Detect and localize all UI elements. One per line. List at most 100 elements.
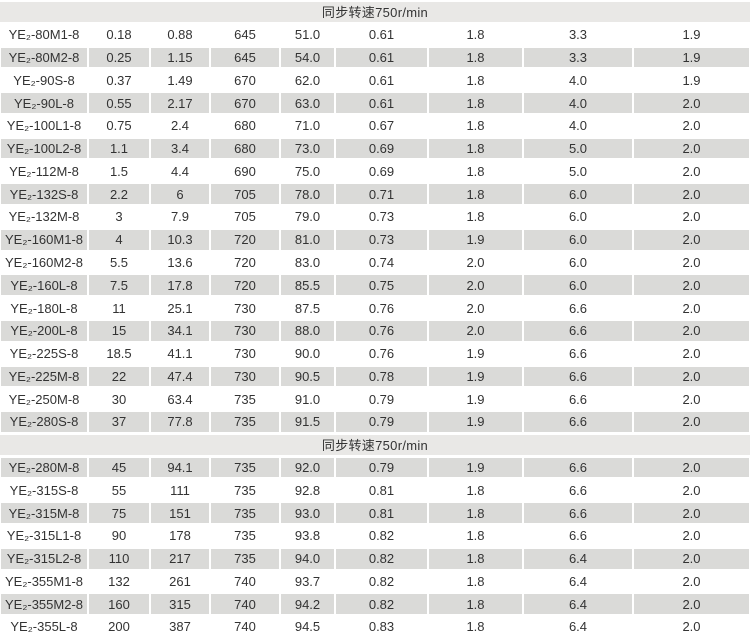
section-header-label: 同步转速750r/min xyxy=(0,432,750,456)
table-row: YE₂-200L-8 15 34.1 730 88.0 0.76 2.0 6.6 2.0 xyxy=(0,318,750,342)
value-cell: 4 xyxy=(88,227,150,251)
value-cell: 2.0 xyxy=(633,113,750,137)
value-cell: 3.4 xyxy=(150,136,210,160)
value-cell: 93.8 xyxy=(280,523,335,547)
value-cell: 690 xyxy=(210,159,280,183)
value-cell: 6.0 xyxy=(523,250,633,274)
value-cell: 0.88 xyxy=(150,22,210,46)
value-cell: 1.8 xyxy=(428,501,523,524)
table-row: YE₂-90S-8 0.37 1.49 670 62.0 0.61 1.8 4.0 1.9 xyxy=(0,68,750,92)
value-cell: 15 xyxy=(88,318,150,342)
value-cell: 680 xyxy=(210,113,280,137)
value-cell: 0.75 xyxy=(88,113,150,137)
table-row: YE₂-132S-8 2.2 6 705 78.0 0.71 1.8 6.0 2.0 xyxy=(0,182,750,206)
value-cell: 2.0 xyxy=(633,592,750,616)
value-cell: 2.0 xyxy=(633,387,750,411)
value-cell: 132 xyxy=(88,569,150,593)
value-cell: 6.6 xyxy=(523,455,633,479)
model-cell: YE₂-132S-8 xyxy=(0,182,88,206)
value-cell: 0.69 xyxy=(335,159,428,183)
value-cell: 1.8 xyxy=(428,113,523,137)
table-row: YE₂-355L-8 200 387 740 94.5 0.83 1.8 6.4 2.0 xyxy=(0,615,750,638)
model-cell: YE₂-315L2-8 xyxy=(0,546,88,570)
value-cell: 0.55 xyxy=(88,91,150,114)
table-row: YE₂-315L1-8 90 178 735 93.8 0.82 1.8 6.6 2.0 xyxy=(0,523,750,547)
value-cell: 1.8 xyxy=(428,205,523,228)
value-cell: 0.82 xyxy=(335,592,428,616)
value-cell: 0.61 xyxy=(335,45,428,69)
value-cell: 0.82 xyxy=(335,523,428,547)
value-cell: 6.6 xyxy=(523,318,633,342)
table-row: YE₂-315M-8 75 151 735 93.0 0.81 1.8 6.6 2.0 xyxy=(0,501,750,524)
value-cell: 73.0 xyxy=(280,136,335,160)
table-row: YE₂-280M-8 45 94.1 735 92.0 0.79 1.9 6.6 2.0 xyxy=(0,455,750,479)
section-header: 同步转速750r/min xyxy=(0,0,750,23)
value-cell: 34.1 xyxy=(150,318,210,342)
value-cell: 4.4 xyxy=(150,159,210,183)
model-cell: YE₂-180L-8 xyxy=(0,296,88,319)
value-cell: 735 xyxy=(210,501,280,524)
value-cell: 6.0 xyxy=(523,273,633,297)
value-cell: 11 xyxy=(88,296,150,319)
value-cell: 111 xyxy=(150,478,210,502)
value-cell: 1.15 xyxy=(150,45,210,69)
value-cell: 6.4 xyxy=(523,546,633,570)
value-cell: 2.0 xyxy=(633,296,750,319)
value-cell: 0.73 xyxy=(335,227,428,251)
value-cell: 41.1 xyxy=(150,341,210,365)
value-cell: 6.4 xyxy=(523,569,633,593)
table-row: YE₂-90L-8 0.55 2.17 670 63.0 0.61 1.8 4.0 2.0 xyxy=(0,91,750,114)
value-cell: 4.0 xyxy=(523,113,633,137)
value-cell: 217 xyxy=(150,546,210,570)
model-cell: YE₂-100L2-8 xyxy=(0,136,88,160)
value-cell: 13.6 xyxy=(150,250,210,274)
model-cell: YE₂-100L1-8 xyxy=(0,113,88,137)
value-cell: 0.25 xyxy=(88,45,150,69)
value-cell: 2.0 xyxy=(633,410,750,433)
value-cell: 81.0 xyxy=(280,227,335,251)
value-cell: 2.0 xyxy=(428,296,523,319)
value-cell: 25.1 xyxy=(150,296,210,319)
value-cell: 93.0 xyxy=(280,501,335,524)
value-cell: 75.0 xyxy=(280,159,335,183)
value-cell: 2.17 xyxy=(150,91,210,114)
value-cell: 10.3 xyxy=(150,227,210,251)
value-cell: 2.0 xyxy=(633,318,750,342)
value-cell: 1.9 xyxy=(428,455,523,479)
value-cell: 1.8 xyxy=(428,182,523,206)
value-cell: 2.2 xyxy=(88,182,150,206)
value-cell: 0.61 xyxy=(335,91,428,114)
value-cell: 6.6 xyxy=(523,501,633,524)
value-cell: 730 xyxy=(210,341,280,365)
value-cell: 1.8 xyxy=(428,45,523,69)
value-cell: 0.71 xyxy=(335,182,428,206)
value-cell: 6.4 xyxy=(523,615,633,638)
model-cell: YE₂-90S-8 xyxy=(0,68,88,92)
value-cell: 735 xyxy=(210,410,280,433)
value-cell: 1.9 xyxy=(633,68,750,92)
value-cell: 55 xyxy=(88,478,150,502)
value-cell: 1.8 xyxy=(428,22,523,46)
value-cell: 0.74 xyxy=(335,250,428,274)
value-cell: 740 xyxy=(210,592,280,616)
value-cell: 22 xyxy=(88,364,150,388)
model-cell: YE₂-355M2-8 xyxy=(0,592,88,616)
value-cell: 1.49 xyxy=(150,68,210,92)
value-cell: 0.37 xyxy=(88,68,150,92)
value-cell: 47.4 xyxy=(150,364,210,388)
value-cell: 90.0 xyxy=(280,341,335,365)
value-cell: 30 xyxy=(88,387,150,411)
value-cell: 91.0 xyxy=(280,387,335,411)
value-cell: 75 xyxy=(88,501,150,524)
value-cell: 1.1 xyxy=(88,136,150,160)
value-cell: 2.4 xyxy=(150,113,210,137)
value-cell: 0.76 xyxy=(335,318,428,342)
value-cell: 4.0 xyxy=(523,91,633,114)
value-cell: 85.5 xyxy=(280,273,335,297)
value-cell: 6.4 xyxy=(523,592,633,616)
value-cell: 0.75 xyxy=(335,273,428,297)
table-row: YE₂-100L2-8 1.1 3.4 680 73.0 0.69 1.8 5.0 2.0 xyxy=(0,136,750,160)
value-cell: 0.82 xyxy=(335,569,428,593)
